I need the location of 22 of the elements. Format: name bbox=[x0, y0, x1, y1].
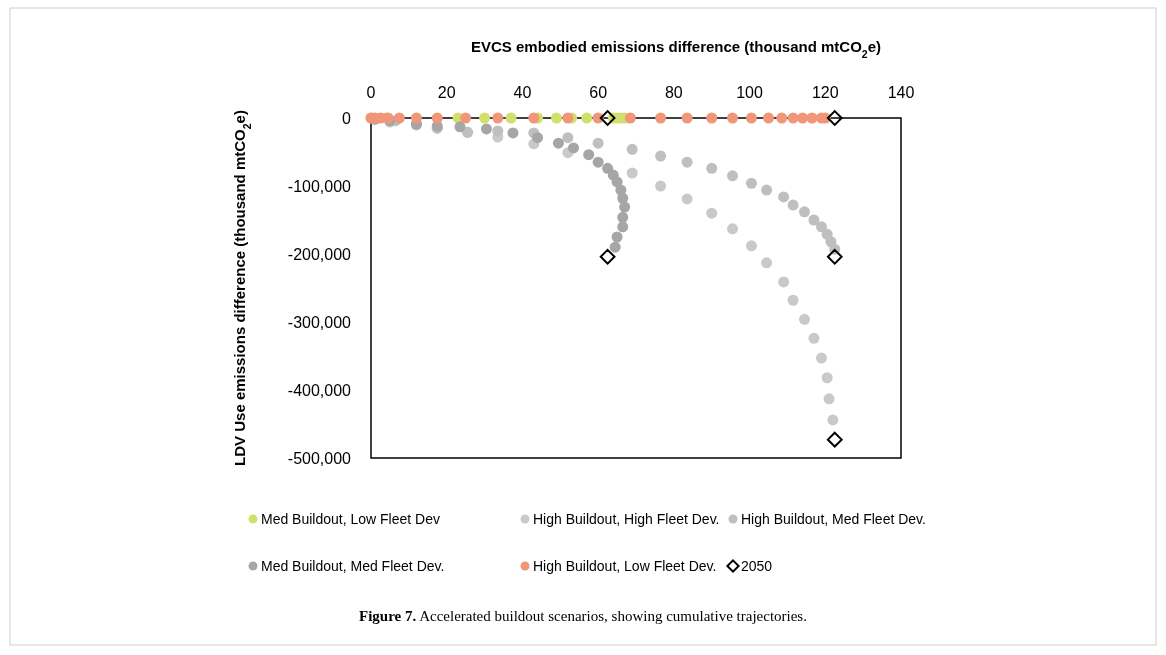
x-axis-title: EVCS embodied emissions difference (thousand mtCO$_{2}$e) bbox=[470, 38, 882, 60]
x-tick-label: 140 bbox=[887, 84, 915, 101]
legend-label: Med Buildout, Low Fleet Dev bbox=[261, 510, 440, 527]
y-tick-label: -200,000 bbox=[287, 245, 352, 263]
y-tick-label: -500,000 bbox=[287, 449, 352, 467]
y-tick-label: 0 bbox=[342, 109, 352, 127]
x-tick-label: 80 bbox=[664, 84, 683, 101]
legend-label: High Buildout, Med Fleet Dev. bbox=[741, 510, 926, 527]
y-tick-label: -300,000 bbox=[287, 313, 352, 331]
x-tick-label: 100 bbox=[736, 84, 764, 101]
legend-label: Med Buildout, Med Fleet Dev. bbox=[261, 557, 445, 574]
x-tick-label: 120 bbox=[811, 84, 839, 101]
caption: Figure 7. Accelerated buildout scenarios, showing cumulative trajectories. bbox=[359, 608, 807, 624]
legend-label: High Buildout, Low Fleet Dev. bbox=[533, 557, 717, 574]
legend-label: 2050 bbox=[741, 557, 773, 574]
y-tick-label: -400,000 bbox=[287, 381, 352, 399]
legend-label: High Buildout, High Fleet Dev. bbox=[533, 510, 720, 527]
x-tick-label: 40 bbox=[513, 84, 532, 101]
x-tick-label: 60 bbox=[589, 84, 608, 101]
x-tick-label: 0 bbox=[366, 84, 376, 101]
x-tick-label: 20 bbox=[437, 84, 456, 101]
y-tick-label: -100,000 bbox=[287, 177, 352, 195]
